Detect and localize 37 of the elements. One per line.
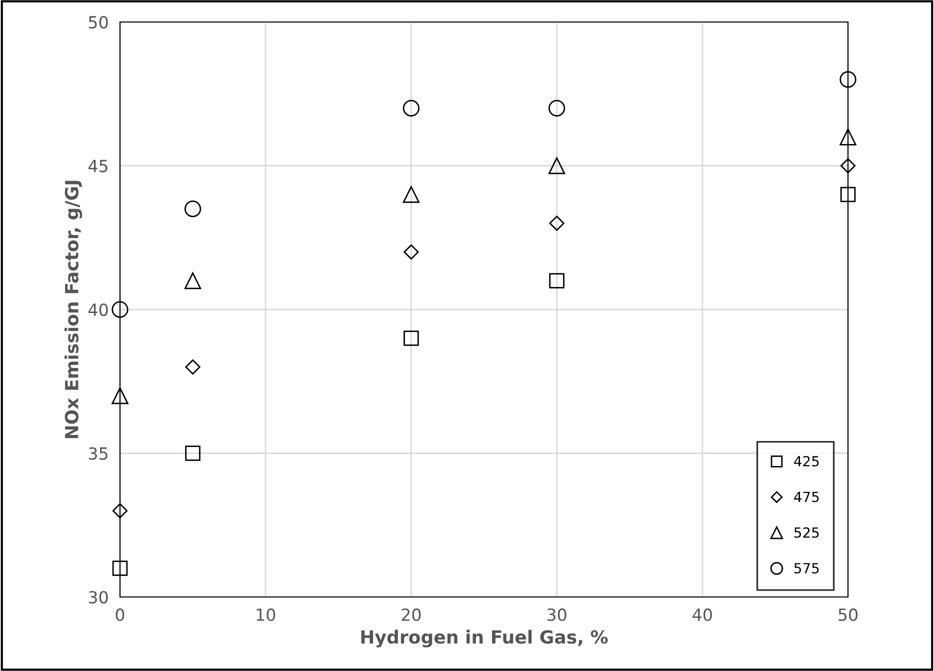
x-tick-label: 10 [256,608,276,622]
y-tick-label: 40 [88,303,108,316]
y-axis-title: NOx Emission Factor, g/GJ [64,180,82,438]
point [549,273,564,288]
point [404,330,419,346]
x-tick-label: 40 [692,608,712,622]
x-tick-label: 20 [402,608,421,622]
legend-label: 475 [794,492,819,502]
legend-label: 425 [794,456,819,466]
point [548,100,566,117]
point [549,216,564,231]
x-tick-label: 50 [838,608,858,622]
legend-label: 525 [794,527,819,538]
y-tick-label: 50 [88,16,108,29]
y-tick-label: 45 [88,160,108,172]
point [548,157,566,174]
point [840,158,856,174]
x-axis-title: Hydrogen in Fuel Gas, % [361,630,608,648]
point [112,560,128,576]
legend-label: 575 [794,563,819,574]
y-tick-label: 30 [88,590,108,604]
point [402,100,420,117]
point [840,71,856,88]
y-tick-label: 35 [88,447,108,460]
point [185,446,200,461]
point [402,186,420,203]
point [112,301,128,318]
point [840,186,856,202]
point [184,272,202,290]
point [840,128,856,146]
point [112,503,128,518]
point [112,387,128,404]
point [404,244,419,260]
x-tick-label: 0 [116,608,124,622]
point [185,359,200,375]
point [184,200,202,218]
x-tick-label: 30 [547,608,566,622]
